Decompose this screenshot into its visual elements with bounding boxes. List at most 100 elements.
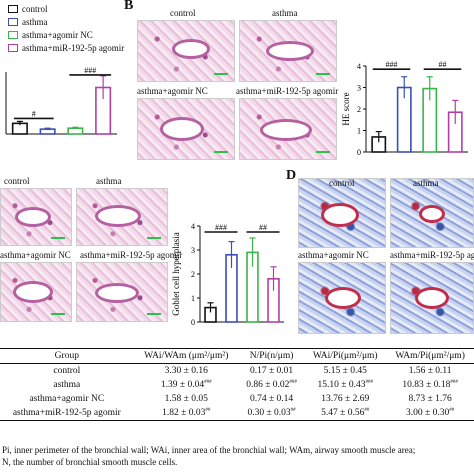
scale-bar (316, 73, 330, 75)
micro-label: asthma+agomir NC (0, 250, 71, 260)
y-tick-label: 4 (191, 222, 195, 231)
y-tick-label: 3 (357, 84, 361, 93)
legend-swatch-control (8, 5, 18, 13)
table-header-cell: WAi/WAm (μm²/μm²) (144, 351, 229, 361)
table-row: asthma+agomir NC 1.58 ± 0.05 0.74 ± 0.14 13… (0, 392, 474, 406)
table-header-row: Group WAi/WAm (μm²/μm²) N/Pi(n/μm) WAi/Pi(μ… (0, 348, 474, 364)
micro-label: asthma (413, 178, 439, 188)
table-cell: asthma+agomir NC (29, 394, 105, 405)
table-cell: 15.10 ± 0.43### (317, 380, 373, 391)
legend-label: asthma (22, 17, 48, 27)
airway (266, 41, 314, 61)
airway (95, 205, 141, 227)
micro-label: asthma+miR-192-5p agomir (390, 250, 474, 260)
micrograph-c-agomir (76, 262, 168, 322)
panel-b-letter: B (124, 0, 134, 13)
y-tick-label: 3 (191, 246, 195, 255)
legend-item-agomir-nc: asthma+agomir NC (8, 30, 93, 40)
table-cell: 1.82 ± 0.03## (162, 408, 211, 419)
y-tick-label: 0 (357, 148, 361, 157)
table-row: control 3.30 ± 0.16 0.17 ± 0.01 5.15 ± 0.45… (0, 364, 474, 379)
micro-label: asthma+miR-192-5p agomir (80, 250, 183, 260)
legend-label: asthma+miR-192-5p agomir (22, 43, 125, 53)
significance-superscript: ## (290, 408, 296, 414)
airway (15, 207, 51, 227)
airway (160, 117, 204, 141)
table-cell: 5.47 ± 0.56## (321, 408, 370, 419)
significance-superscript: ## (364, 408, 370, 414)
table-cell: 5.15 ± 0.45 (323, 366, 367, 376)
micrograph-d-control: control (298, 178, 386, 248)
airway (260, 119, 312, 141)
airway (321, 203, 359, 227)
table-cell: asthma+miR-192-5p agomir (12, 408, 121, 419)
micrograph-b-agomir (239, 98, 337, 160)
significance-superscript: ### (204, 380, 212, 385)
table-cell: 3.00 ± 0.30## (406, 408, 455, 419)
legend-item-asthma: asthma (8, 17, 48, 27)
scale-bar (316, 151, 330, 153)
table-footnote: Pi, inner perimeter of the bronchial wal… (2, 444, 474, 468)
significance-superscript: ### (365, 380, 373, 385)
table-cell: control (53, 366, 81, 376)
micro-label: asthma+miR-192-5p agomir (236, 86, 339, 96)
chart-a: #### (5, 66, 117, 135)
table-cell: 8.73 ± 1.76 (408, 394, 452, 405)
micro-label: asthma (272, 8, 298, 18)
airway (419, 205, 445, 223)
legend-swatch-asthma (8, 18, 18, 26)
table-header-cell: WAm/Pi(μm²/μm) (395, 351, 465, 361)
legend-label: control (22, 4, 48, 14)
table-cell: 1.56 ± 0.11 (408, 366, 452, 376)
significance-label: ### (84, 66, 96, 75)
significance-superscript: ### (289, 380, 297, 385)
significance-label: ## (439, 60, 447, 69)
legend-swatch-agomir (8, 44, 18, 52)
significance-label: ### (386, 60, 398, 69)
scale-bar (51, 313, 65, 315)
y-tick-label: 1 (191, 294, 195, 303)
y-tick-label: 0 (191, 318, 195, 327)
significance-superscript: ## (449, 408, 455, 414)
micrograph-d-asthma: asthma (390, 178, 474, 248)
table-header-cell: WAi/Pi(μm²/μm) (312, 351, 378, 361)
scale-bar (51, 237, 65, 239)
scale-bar (214, 151, 228, 153)
morphometry-table: Group WAi/WAm (μm²/μm²) N/Pi(n/μm) WAi/Pi(μ… (0, 348, 474, 421)
y-tick-label: 1 (357, 127, 361, 136)
micro-label: asthma (96, 176, 122, 186)
table-cell: asthma (53, 380, 81, 391)
micrograph-b-asthma (239, 20, 337, 82)
airway (325, 287, 361, 309)
y-tick-label: 2 (357, 105, 361, 114)
significance-label: ## (259, 223, 267, 232)
table-cell: 0.74 ± 0.14 (249, 394, 294, 405)
table-cell: 10.83 ± 0.18### (402, 380, 458, 391)
table-cell: 0.30 ± 0.03## (247, 408, 296, 419)
micrograph-d-agomir (390, 262, 474, 334)
y-tick-label: 2 (191, 270, 195, 279)
y-tick-label: 4 (357, 62, 361, 71)
table-cell: 0.86 ± 0.02### (246, 380, 297, 391)
table-cell: 1.58 ± 0.05 (164, 394, 208, 405)
micrograph-c-control (0, 188, 72, 246)
y-axis-label: HE score (341, 92, 351, 125)
micrograph-c-agomir-nc (0, 262, 72, 322)
legend-item-agomir: asthma+miR-192-5p agomir (8, 43, 124, 53)
micrograph-b-agomir-nc (137, 98, 235, 160)
legend: control asthma asthma+agomir NC asthma+m… (0, 4, 130, 64)
micro-label: asthma+agomir NC (298, 250, 369, 260)
airway (415, 287, 449, 309)
table-row: asthma+miR-192-5p agomir 1.82 ± 0.03## 0.3… (0, 406, 474, 421)
scale-bar (147, 237, 161, 239)
table-header-cell: Group (54, 351, 79, 361)
micrograph-c-asthma (76, 188, 168, 246)
table-cell: 3.30 ± 0.16 (164, 366, 208, 376)
table-row: asthma 1.39 ± 0.04### 0.86 ± 0.02### 15.10 … (0, 378, 474, 392)
panel-d-letter: D (286, 168, 297, 183)
scale-bar (147, 313, 161, 315)
scale-bar (214, 73, 228, 75)
table-cell: 13.76 ± 2.69 (321, 394, 370, 405)
